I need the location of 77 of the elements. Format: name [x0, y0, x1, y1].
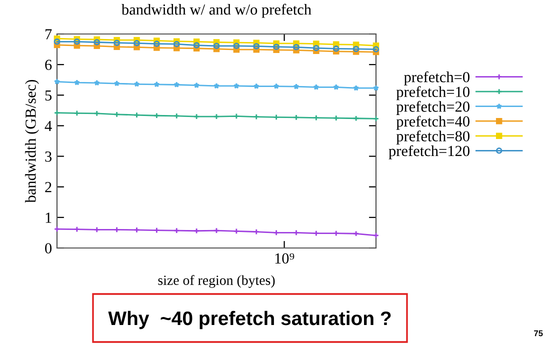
point — [74, 38, 80, 45]
y-tick-label: 5 — [45, 90, 52, 101]
point — [273, 83, 280, 89]
point — [94, 80, 100, 86]
point — [154, 227, 160, 234]
point — [213, 42, 220, 50]
text: 75 — [534, 330, 543, 336]
point — [213, 227, 220, 234]
legend-label: prefetch=120 — [388, 145, 470, 160]
point — [372, 46, 380, 52]
point — [114, 226, 120, 233]
point — [213, 113, 220, 120]
point — [313, 84, 320, 90]
point — [94, 39, 100, 46]
point — [94, 110, 100, 117]
text: Why ~40 prefetch saturation ? — [108, 310, 391, 330]
y-tick-label: 2 — [45, 182, 52, 192]
y-axis-title: bandwidth (GB/sec) — [25, 80, 39, 203]
point — [174, 112, 180, 120]
point — [74, 110, 80, 116]
point — [273, 44, 280, 50]
point — [54, 38, 60, 45]
point — [194, 82, 200, 88]
legend-label: prefetch=0 — [404, 71, 470, 86]
point — [114, 40, 120, 46]
point — [134, 112, 140, 118]
point — [154, 81, 160, 88]
y-tick-label: 4 — [44, 120, 52, 132]
point — [114, 80, 120, 86]
point — [174, 40, 180, 48]
point — [54, 78, 60, 84]
point — [134, 81, 140, 87]
point — [352, 46, 360, 52]
point — [273, 230, 280, 236]
point — [174, 82, 180, 88]
point — [114, 111, 120, 118]
y-tick-label: 6 — [45, 60, 52, 70]
legend-label: prefetch=40 — [396, 116, 470, 130]
point — [74, 226, 80, 232]
point — [154, 40, 160, 47]
point — [94, 226, 100, 233]
point — [134, 40, 140, 46]
point — [193, 42, 200, 48]
y-tick-label: 0 — [45, 243, 52, 254]
point — [293, 230, 300, 236]
point — [253, 43, 260, 50]
point — [193, 228, 200, 234]
point — [333, 230, 340, 236]
chart-title: bandwidth w/ and w/o prefetch — [121, 4, 312, 18]
point — [333, 84, 340, 90]
point — [293, 114, 300, 121]
legend-label: prefetch=80 — [396, 130, 470, 144]
point — [293, 44, 300, 50]
point — [313, 230, 320, 236]
point — [333, 46, 340, 52]
point — [313, 114, 320, 121]
point — [233, 228, 240, 234]
point — [213, 82, 220, 89]
y-tick-label: 1 — [46, 212, 52, 223]
point — [273, 114, 280, 120]
text: 10⁹ — [275, 253, 294, 264]
point — [233, 42, 240, 50]
legend-label: prefetch=10 — [396, 86, 470, 100]
point — [333, 114, 340, 122]
point — [352, 230, 360, 237]
point — [134, 226, 140, 234]
y-tick-label: 7 — [46, 29, 52, 40]
point — [352, 115, 360, 122]
point — [372, 84, 380, 91]
point — [313, 44, 320, 52]
point — [193, 113, 200, 120]
y-tick-label: 3 — [45, 151, 52, 162]
x-axis-title: size of region (bytes) — [158, 275, 275, 288]
point — [174, 227, 180, 234]
point — [233, 82, 240, 89]
legend-label: prefetch=20 — [396, 100, 470, 115]
point — [233, 113, 240, 120]
